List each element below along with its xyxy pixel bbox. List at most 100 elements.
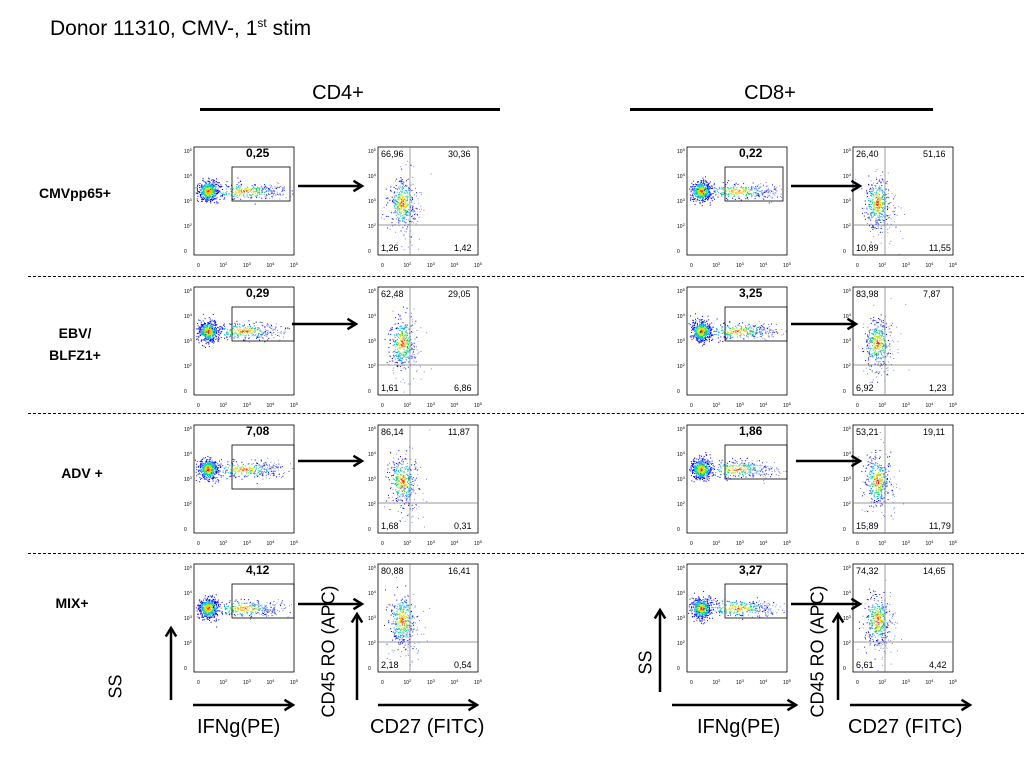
event-dot: [401, 345, 403, 347]
event-dot: [705, 326, 707, 328]
event-dot: [707, 197, 709, 198]
event-dot: [249, 323, 250, 325]
event-dot: [718, 334, 720, 336]
event-dot: [403, 336, 405, 338]
event-dot: [199, 185, 201, 186]
event-dot: [880, 188, 882, 190]
event-dot: [394, 317, 396, 319]
event-dot: [203, 197, 205, 199]
event-dot: [279, 194, 281, 196]
event-dot: [386, 362, 388, 364]
event-dot: [881, 185, 883, 186]
event-dot: [399, 188, 400, 190]
event-dot: [890, 218, 892, 220]
event-dot: [398, 351, 400, 353]
event-dot: [867, 334, 869, 336]
event-dot: [232, 196, 234, 198]
event-dot: [221, 185, 223, 187]
event-dot: [699, 330, 701, 331]
event-dot: [212, 189, 214, 190]
event-dot: [868, 216, 870, 218]
event-dot: [414, 322, 416, 324]
event-dot: [269, 189, 271, 191]
event-dot: [209, 186, 211, 188]
event-dot: [694, 335, 696, 337]
event-dot: [269, 197, 271, 199]
event-dot: [881, 354, 882, 355]
event-dot: [397, 201, 399, 203]
x-tick-label: 0: [856, 263, 859, 269]
event-dot: [874, 363, 876, 365]
event-dot: [730, 330, 732, 332]
event-dot: [740, 328, 742, 330]
event-dot: [406, 352, 408, 354]
event-dot: [402, 184, 404, 186]
column-underline-cd4: [200, 108, 500, 111]
event-dot: [703, 338, 705, 340]
event-dot: [398, 186, 400, 188]
event-dot: [735, 330, 736, 332]
event-dot: [880, 221, 882, 223]
x-tick-exponent: 2: [225, 261, 228, 266]
event-dot: [882, 215, 884, 217]
event-dot: [402, 187, 404, 189]
event-dot: [394, 335, 396, 337]
event-dot: [196, 189, 198, 191]
event-dot: [243, 190, 245, 192]
event-dot: [277, 335, 279, 336]
event-dot: [877, 198, 879, 200]
event-dot: [281, 191, 283, 193]
event-dot: [198, 328, 200, 329]
event-dot: [699, 182, 701, 184]
event-dot: [399, 193, 401, 195]
event-dot: [404, 196, 406, 197]
event-dot: [251, 334, 253, 336]
event-dot: [876, 200, 878, 201]
event-dot: [209, 336, 211, 338]
event-dot: [400, 343, 402, 345]
y-tick-exponent: 2: [190, 222, 193, 227]
event-dot: [265, 335, 267, 337]
event-dot: [726, 193, 728, 195]
event-dot: [690, 189, 692, 191]
event-dot: [287, 327, 289, 329]
event-dot: [710, 329, 712, 331]
event-dot: [236, 332, 237, 334]
event-dot: [204, 327, 206, 329]
event-dot: [240, 328, 242, 330]
event-dot: [411, 348, 413, 350]
event-dot: [202, 179, 204, 181]
y-tick-label: 102: [184, 362, 193, 370]
event-dot: [403, 234, 405, 236]
event-dot: [885, 201, 887, 203]
event-dot: [768, 202, 770, 204]
event-dot: [408, 219, 409, 221]
event-dot: [414, 211, 416, 213]
event-dot: [698, 184, 700, 186]
event-dot: [700, 338, 702, 340]
event-dot: [871, 195, 873, 197]
event-dot: [401, 330, 403, 332]
event-dot: [401, 188, 403, 190]
event-dot: [214, 192, 216, 194]
event-dot: [399, 344, 401, 346]
event-dot: [878, 180, 880, 182]
event-dot: [270, 328, 272, 330]
event-dot: [203, 191, 205, 193]
event-dot: [707, 331, 709, 333]
event-dot: [715, 194, 717, 196]
event-dot: [878, 219, 880, 221]
event-dot: [755, 187, 757, 189]
event-dot: [208, 317, 210, 318]
event-dot: [700, 182, 702, 184]
event-dot: [692, 194, 693, 196]
event-dot: [870, 223, 872, 225]
event-dot: [223, 323, 225, 325]
event-dot: [410, 196, 412, 198]
event-dot: [874, 213, 876, 214]
event-dot: [881, 325, 883, 327]
y-tick-label: 105: [368, 147, 377, 155]
event-dot: [402, 341, 403, 343]
event-dot: [405, 353, 407, 354]
event-dot: [214, 321, 216, 323]
